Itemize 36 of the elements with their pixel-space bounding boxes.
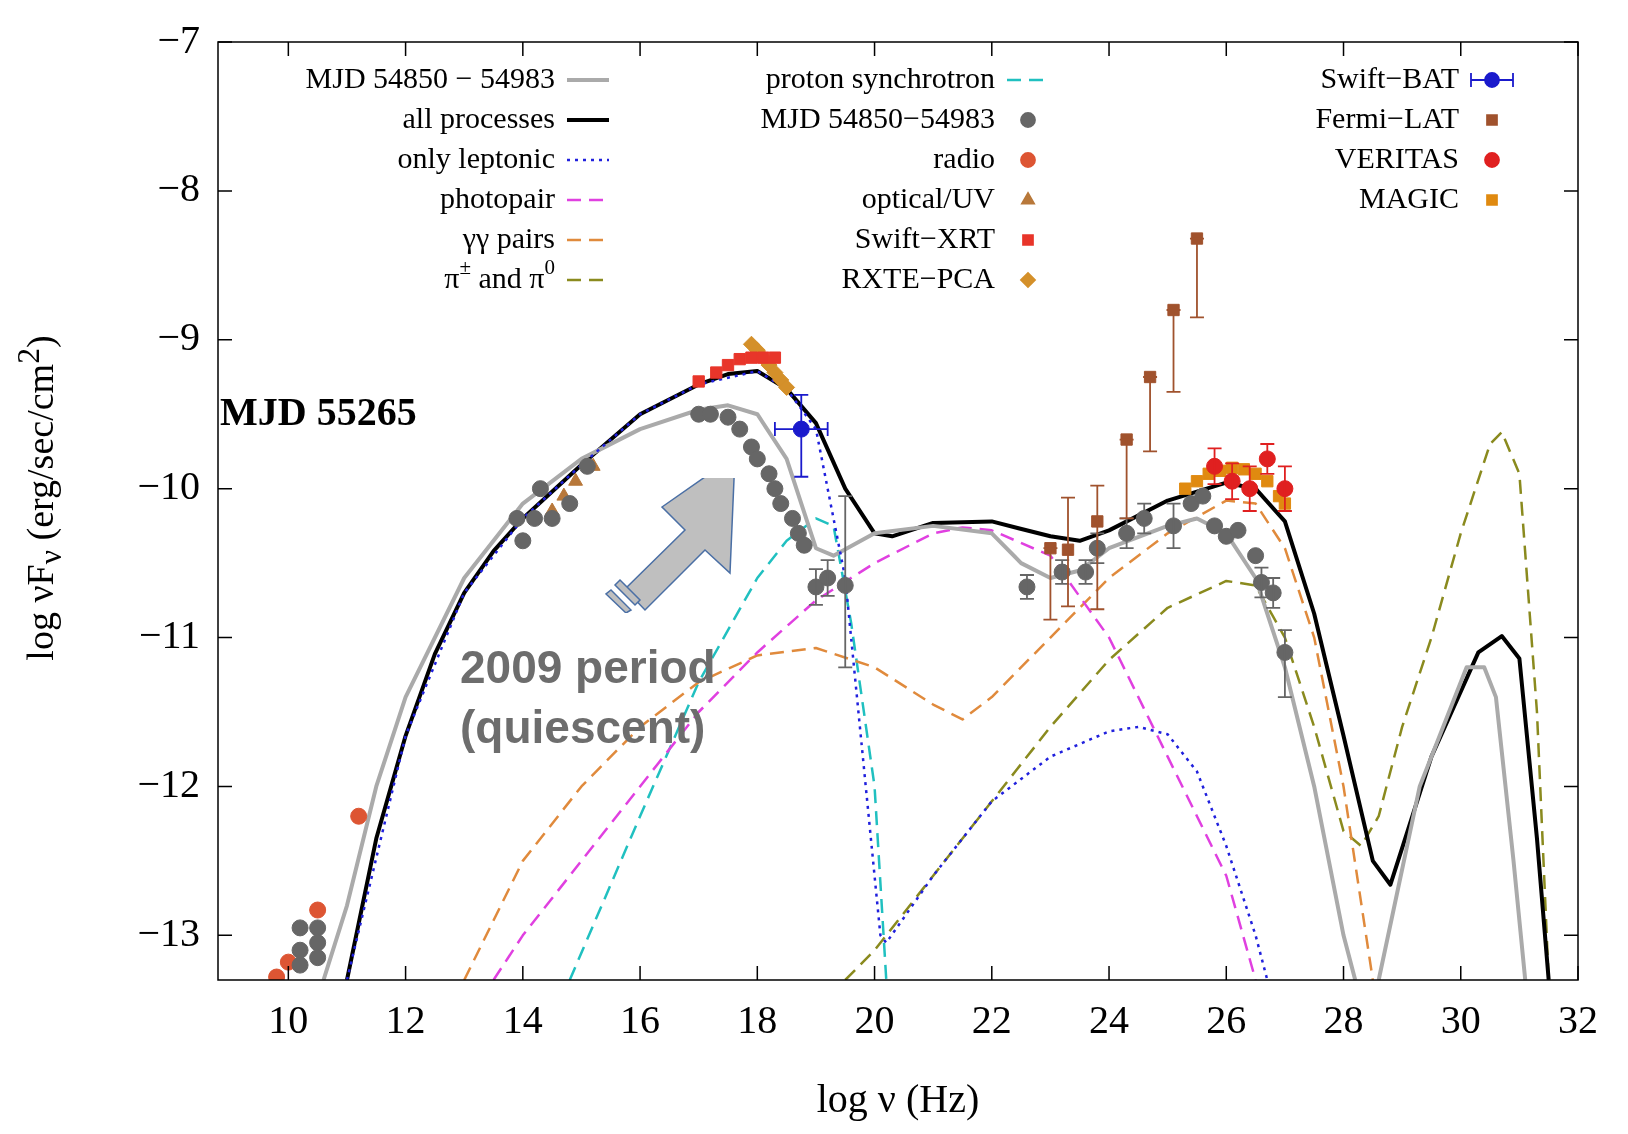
annotation: MJD 55265 xyxy=(220,389,417,435)
legend-label: MAGIC xyxy=(1359,180,1460,214)
x-tick-label: 10 xyxy=(268,996,309,1042)
legend-label: radio xyxy=(933,140,995,174)
y-tick-label: −9 xyxy=(157,314,200,360)
legend-label: only leptonic xyxy=(397,140,556,174)
x-tick-label: 20 xyxy=(854,996,895,1042)
x-tick-label: 16 xyxy=(620,996,661,1042)
legend-label: optical/UV xyxy=(861,180,996,214)
y-tick-label: −13 xyxy=(137,909,200,955)
x-axis-title: log ν (Hz) xyxy=(815,1075,981,1122)
y-tick-label: −7 xyxy=(157,16,200,62)
x-tick-label: 28 xyxy=(1323,996,1364,1042)
legend-label: RXTE−PCA xyxy=(841,260,996,294)
legend-label: MJD 54850−54983 xyxy=(760,100,995,134)
x-tick-label: 30 xyxy=(1440,996,1481,1042)
legend-label: VERITAS xyxy=(1334,140,1459,174)
x-tick-label: 32 xyxy=(1558,996,1598,1042)
y-tick-label: −11 xyxy=(138,612,200,658)
y-tick-label: −8 xyxy=(157,165,200,211)
x-tick-label: 26 xyxy=(1206,996,1247,1042)
legend-label: all processes xyxy=(402,100,556,134)
x-tick-label: 24 xyxy=(1089,996,1130,1042)
x-tick-label: 12 xyxy=(385,996,426,1042)
y-tick-label: −12 xyxy=(137,760,200,806)
x-tick-label: 18 xyxy=(737,996,778,1042)
legend-label: photopair xyxy=(440,180,556,214)
y-tick-label: −10 xyxy=(137,463,200,509)
legend-label: Fermi−LAT xyxy=(1315,100,1460,134)
legend-label: γγ pairs xyxy=(461,220,556,254)
legend-label: Swift−XRT xyxy=(854,220,996,254)
legend-label: MJD 54850 − 54983 xyxy=(305,60,555,94)
legend-label: proton synchrotron xyxy=(765,60,996,94)
x-tick-label: 14 xyxy=(502,996,543,1042)
legend-label: Swift−BAT xyxy=(1320,60,1460,94)
x-tick-label: 22 xyxy=(971,996,1012,1042)
